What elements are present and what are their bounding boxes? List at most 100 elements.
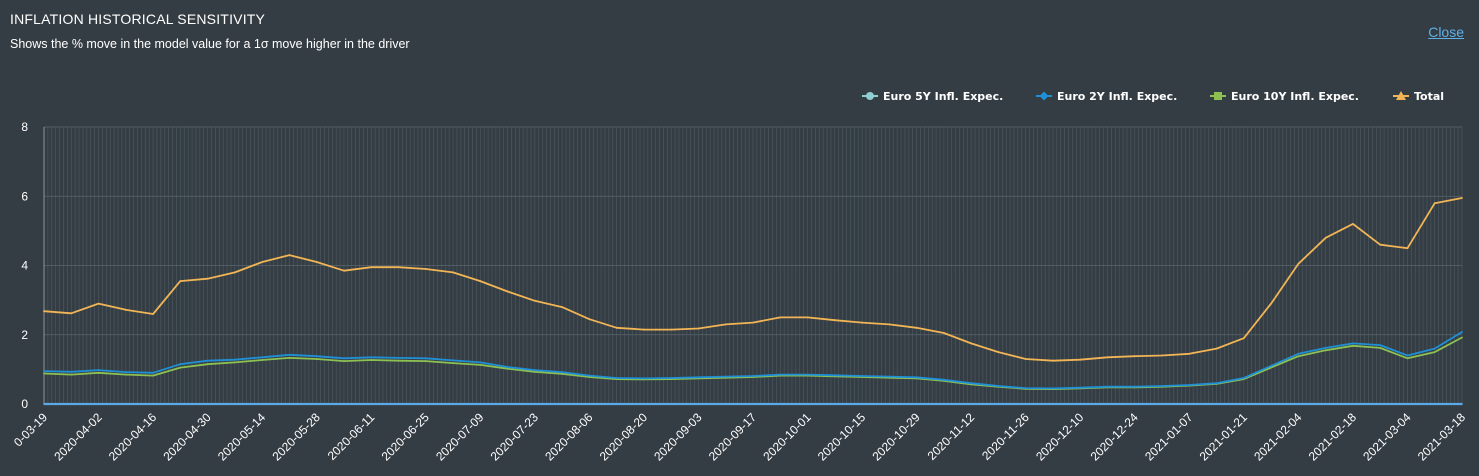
data-point (533, 403, 536, 405)
data-point (1406, 357, 1409, 360)
data-point (861, 403, 863, 405)
data-point (1133, 385, 1136, 388)
data-point (452, 359, 454, 362)
x-tick-label: 2021-01-21 (1197, 410, 1251, 464)
data-point (915, 376, 918, 379)
data-point (233, 271, 236, 274)
data-point (697, 376, 700, 379)
data-point (424, 403, 427, 405)
x-tick-label-group: 2020-06-25 (379, 410, 433, 464)
data-point (1052, 359, 1054, 362)
y-tick-label: 6 (21, 189, 28, 203)
x-tick-label-group: 2020-09-03 (651, 410, 705, 464)
legend-item-euro-2y-infl-expec-[interactable]: Euro 2Y Infl. Expec. (1036, 90, 1177, 103)
legend-label: Euro 5Y Infl. Expec. (883, 90, 1003, 103)
data-point (533, 369, 536, 371)
data-point (343, 357, 345, 360)
legend-label: Euro 10Y Infl. Expec. (1231, 90, 1359, 103)
x-tick-label: 2020-04-30 (160, 410, 214, 464)
data-point (506, 290, 509, 293)
data-point (1379, 344, 1382, 347)
chart-legend[interactable]: Euro 5Y Infl. Expec. Euro 2Y Infl. Expec.… (862, 90, 1444, 103)
x-tick-label-group: 2020-10-01 (760, 410, 814, 464)
data-point (1433, 202, 1436, 205)
data-point (479, 363, 482, 366)
data-point (1079, 403, 1082, 405)
data-point (206, 403, 209, 405)
data-point (1433, 347, 1436, 350)
data-point (397, 357, 400, 359)
data-point (1133, 355, 1136, 358)
chart-title: INFLATION HISTORICAL SENSITIVITY (10, 11, 266, 27)
data-point (806, 403, 809, 405)
data-point (288, 254, 291, 257)
data-point (397, 359, 400, 362)
data-point (43, 310, 45, 313)
data-point (1324, 349, 1327, 352)
data-point (261, 356, 264, 359)
data-point (1352, 344, 1354, 347)
data-point (724, 375, 727, 378)
x-tick-label-group: 2020-07-23 (488, 410, 542, 464)
x-tick-label-group: 2020-10-15 (815, 410, 869, 464)
chart-axes: 0 2 4 6 8 0-03-19 2020-04-02 2020-04-16 2020-04-… (11, 120, 1468, 464)
legend-marker-icon (866, 92, 874, 100)
legend-label: Total (1414, 90, 1444, 103)
data-point (452, 271, 454, 274)
data-point (479, 361, 482, 364)
data-point (70, 370, 73, 373)
data-point (643, 377, 645, 380)
y-tick-label: 0 (21, 397, 28, 411)
x-tick-label-group: 2020-07-09 (433, 410, 487, 464)
data-point (1297, 355, 1300, 358)
data-point (261, 359, 264, 361)
x-tick-label-group: 2021-03-18 (1415, 410, 1469, 464)
data-point (861, 375, 863, 377)
legend-item-total[interactable]: Total (1393, 90, 1444, 103)
data-point (1324, 236, 1327, 239)
data-point (97, 371, 100, 374)
data-point (888, 375, 891, 378)
data-point (1297, 262, 1300, 265)
x-tick-label: 2020-08-20 (597, 410, 651, 464)
x-tick-label: 2020-07-23 (488, 410, 542, 464)
data-point (506, 366, 509, 368)
data-point (424, 357, 427, 360)
data-point (1106, 385, 1109, 388)
data-point (970, 342, 973, 345)
data-point (588, 374, 591, 377)
x-tick-label-group: 2020-09-17 (706, 410, 760, 464)
data-point (370, 266, 373, 269)
x-tick-label: 2021-03-04 (1360, 410, 1414, 464)
legend-item-euro-10y-infl-expec-[interactable]: Euro 10Y Infl. Expec. (1210, 90, 1359, 103)
data-point (970, 403, 973, 405)
data-point (561, 306, 564, 308)
data-point (1406, 247, 1409, 250)
data-point (861, 321, 863, 324)
data-point (1406, 354, 1409, 357)
x-tick-label-group: 2021-01-21 (1197, 410, 1251, 464)
data-point (452, 362, 454, 365)
data-point (1352, 342, 1354, 345)
data-point (588, 318, 591, 321)
x-tick-label-group: 2020-12-24 (1088, 410, 1142, 464)
data-point (124, 308, 127, 311)
x-tick-label: 2020-07-09 (433, 410, 487, 464)
data-point (1270, 365, 1273, 367)
data-point (479, 403, 482, 405)
x-tick-label-group: 0-03-19 (11, 410, 50, 449)
data-point (206, 359, 209, 362)
data-point (1024, 403, 1027, 405)
data-point (1270, 302, 1273, 305)
legend-item-euro-5y-infl-expec-[interactable]: Euro 5Y Infl. Expec. (862, 90, 1003, 103)
data-point (561, 372, 564, 375)
x-tick-label: 2020-12-24 (1088, 410, 1142, 464)
data-point (1297, 403, 1300, 405)
data-point (479, 280, 482, 282)
close-link[interactable]: Close (1428, 24, 1464, 40)
data-point (97, 403, 100, 405)
data-point (806, 373, 809, 376)
data-point (315, 355, 318, 358)
x-tick-label: 2020-10-01 (760, 410, 814, 464)
data-point (343, 269, 345, 272)
